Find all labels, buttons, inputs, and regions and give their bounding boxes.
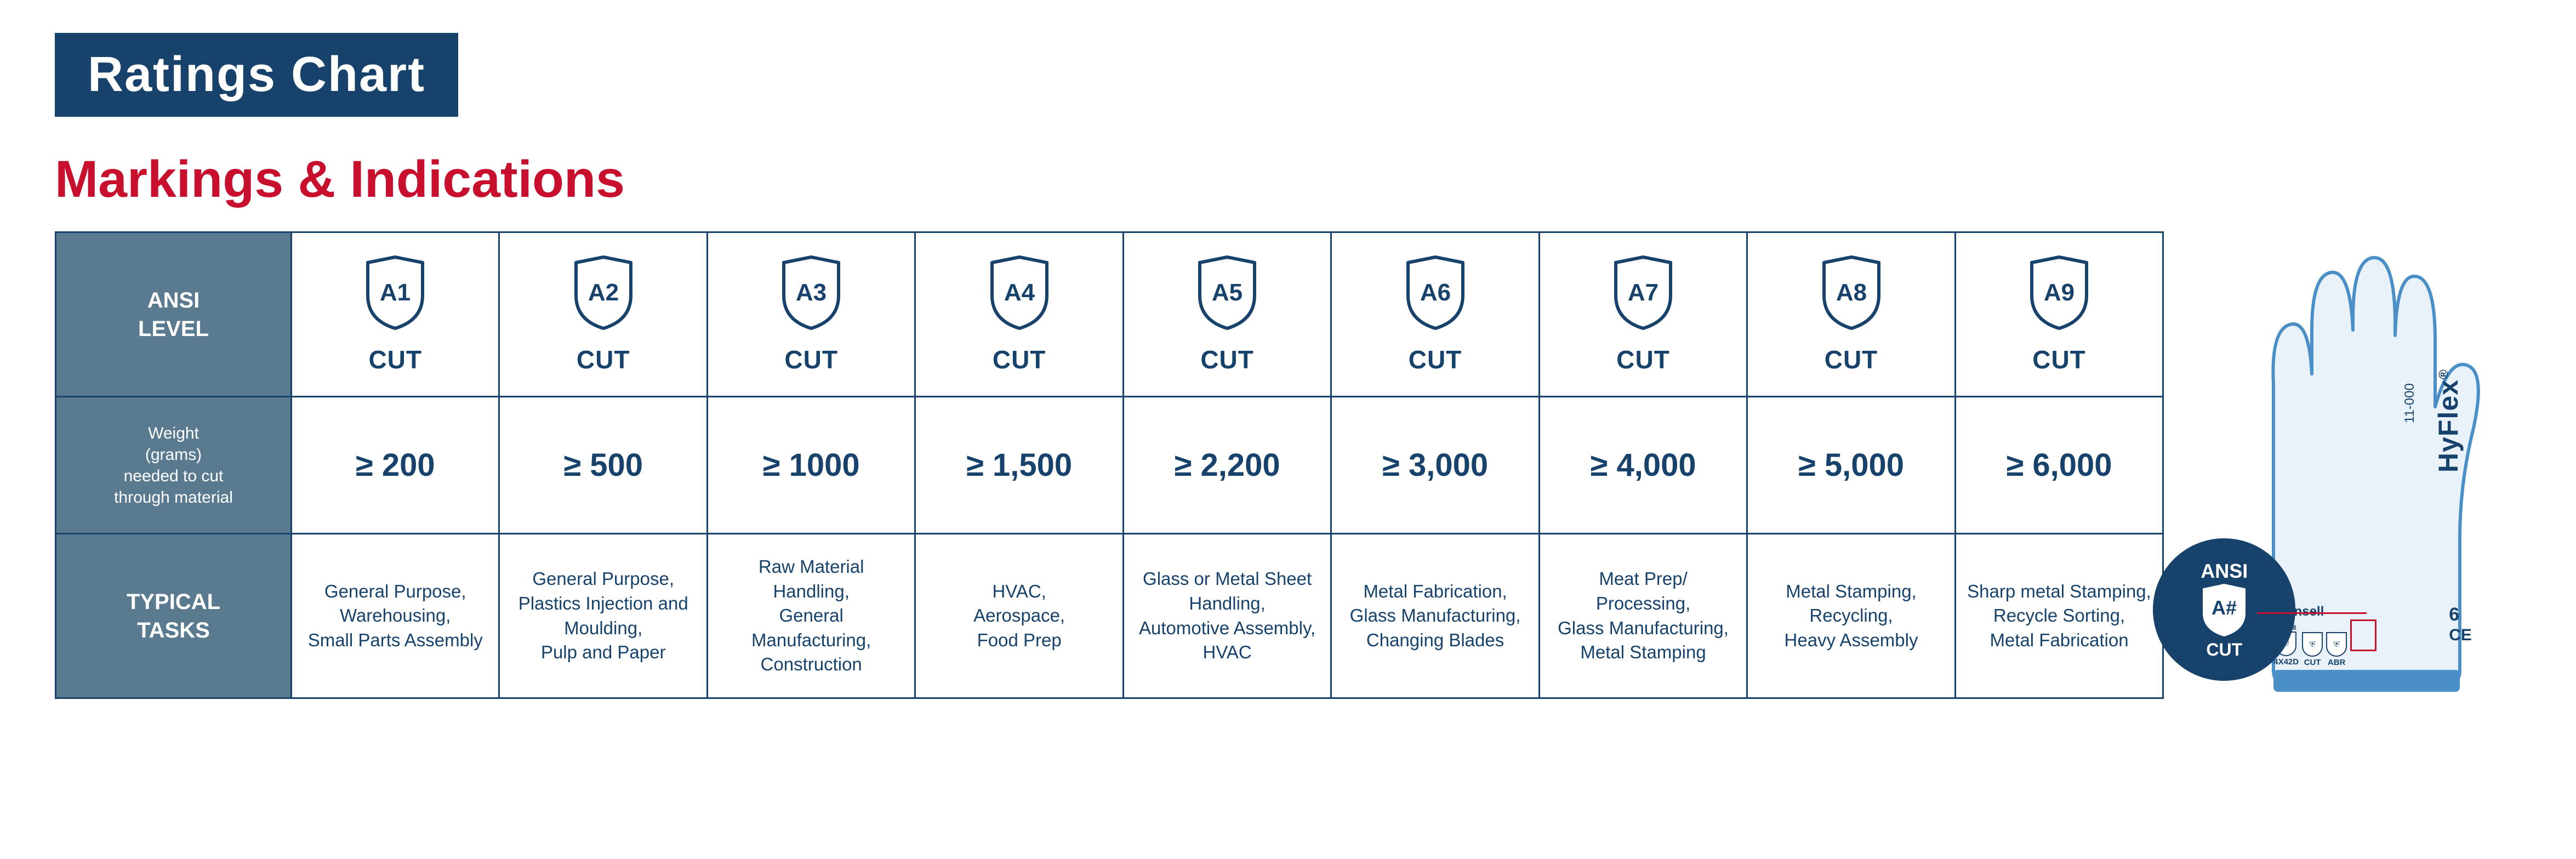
level-cell: A8 CUT <box>1747 232 1955 397</box>
cut-label: CUT <box>916 345 1122 374</box>
cut-label: CUT <box>1956 345 2162 374</box>
glove-size-text: 6 <box>2449 604 2459 625</box>
weight-cell: ≥ 5,000 <box>1747 397 1955 534</box>
weight-cell: ≥ 1,500 <box>915 397 1123 534</box>
level-cell: A1 CUT <box>292 232 499 397</box>
weight-cell: ≥ 4,000 <box>1539 397 1747 534</box>
ansi-badge-ansi: ANSI <box>2201 560 2248 583</box>
shield-icon: A3 <box>778 254 844 331</box>
glove-brand-text: HyFlex® <box>2432 369 2464 473</box>
row-ansi-level: ANSILEVEL A1 CUT A2 CUT A3 CUT A4 CUT A5 CUT A6 CUT… <box>56 232 2163 397</box>
weight-cell: ≥ 500 <box>499 397 707 534</box>
level-cell: A6 CUT <box>1331 232 1539 397</box>
rowhead-weight: Weight(grams)needed to cutthrough materi… <box>56 397 292 534</box>
shield-icon: A4 <box>987 254 1052 331</box>
task-cell: Glass or Metal Sheet Handling,Automotive… <box>1123 534 1331 698</box>
rowhead-level: ANSILEVEL <box>56 232 292 397</box>
weight-cell: ≥ 1000 <box>707 397 915 534</box>
weight-cell: ≥ 3,000 <box>1331 397 1539 534</box>
shield-icon: A2 <box>571 254 636 331</box>
weight-cell: ≥ 2,200 <box>1123 397 1331 534</box>
shield-icon: A8 <box>1819 254 1884 331</box>
weight-cell: ≥ 200 <box>292 397 499 534</box>
level-cell: A3 CUT <box>707 232 915 397</box>
weight-cell: ≥ 6,000 <box>1955 397 2163 534</box>
shield-icon: A1 <box>362 254 428 331</box>
shield-icon: A6 <box>1403 254 1468 331</box>
glove-code-text: 11-000 <box>2402 383 2418 423</box>
callout-box <box>2350 619 2376 651</box>
row-weight: Weight(grams)needed to cutthrough materi… <box>56 397 2163 534</box>
task-cell: Metal Fabrication,Glass Manufacturing,Ch… <box>1331 534 1539 698</box>
level-cell: A2 CUT <box>499 232 707 397</box>
svg-text:A5: A5 <box>1212 279 1243 306</box>
ansi-badge-shield-icon: A# <box>2199 583 2249 638</box>
row-tasks: TYPICALTASKS General Purpose,Warehousing… <box>56 534 2163 698</box>
svg-text:A6: A6 <box>1420 279 1450 306</box>
shield-icon: A7 <box>1610 254 1676 331</box>
cut-label: CUT <box>1540 345 1746 374</box>
cut-label: CUT <box>708 345 914 374</box>
svg-text:A2: A2 <box>588 279 619 306</box>
svg-text:A1: A1 <box>380 279 411 306</box>
glove-icon-label-2: ABR <box>2328 658 2346 667</box>
chart-subtitle: Markings & Indications <box>55 150 2521 209</box>
shield-icon: A9 <box>2026 254 2092 331</box>
cut-label: CUT <box>292 345 498 374</box>
svg-text:A4: A4 <box>1004 279 1035 306</box>
ansi-badge-cut: CUT <box>2206 640 2242 660</box>
task-cell: General Purpose,Plastics Injection and M… <box>499 534 707 698</box>
svg-text:A8: A8 <box>1836 279 1866 306</box>
rowhead-tasks: TYPICALTASKS <box>56 534 292 698</box>
ce-mark: CE <box>2449 626 2472 645</box>
level-cell: A7 CUT <box>1539 232 1747 397</box>
task-cell: Sharp metal Stamping,Recycle Sorting,Met… <box>1955 534 2163 698</box>
level-cell: A4 CUT <box>915 232 1123 397</box>
task-cell: General Purpose,Warehousing,Small Parts … <box>292 534 499 698</box>
task-cell: Metal Stamping,Recycling,Heavy Assembly <box>1747 534 1955 698</box>
cut-label: CUT <box>1124 345 1330 374</box>
glove-illustration: HyFlex® 11-000 Ansell 6 CE EN388 ⛨ 4X42D… <box>2186 231 2521 758</box>
chart-title: Ratings Chart <box>55 33 458 117</box>
ansi-badge-level: A# <box>2212 596 2237 619</box>
mini-shield-icon: ⛨ <box>2302 632 2323 657</box>
task-cell: Raw Material Handling,General Manufactur… <box>707 534 915 698</box>
level-cell: A9 CUT <box>1955 232 2163 397</box>
callout-line <box>2257 612 2367 614</box>
cut-label: CUT <box>500 345 706 374</box>
ansi-badge: ANSI A# CUT <box>2153 538 2295 681</box>
glove-icon-label-0: 4X42D <box>2273 657 2299 667</box>
task-cell: HVAC,Aerospace,Food Prep <box>915 534 1123 698</box>
svg-text:A7: A7 <box>1628 279 1659 306</box>
ratings-table: ANSILEVEL A1 CUT A2 CUT A3 CUT A4 CUT A5 CUT A6 CUT… <box>55 231 2164 699</box>
svg-text:A9: A9 <box>2044 279 2075 306</box>
svg-text:A3: A3 <box>796 279 827 306</box>
level-cell: A5 CUT <box>1123 232 1331 397</box>
cut-label: CUT <box>1748 345 1954 374</box>
cut-label: CUT <box>1332 345 1538 374</box>
glove-icon-label-1: CUT <box>2304 658 2321 667</box>
task-cell: Meat Prep/ Processing,Glass Manufacturin… <box>1539 534 1747 698</box>
mini-shield-icon: ⛨ <box>2326 632 2347 657</box>
shield-icon: A5 <box>1194 254 1260 331</box>
